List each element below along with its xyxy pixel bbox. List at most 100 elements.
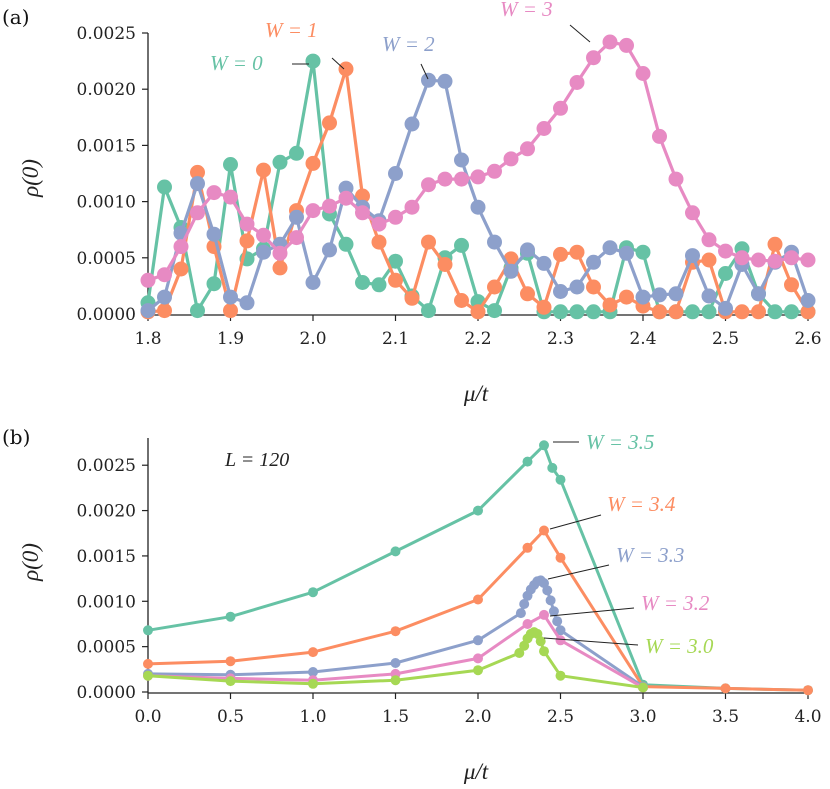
data-point-w-2 [454, 152, 469, 168]
data-point-w-3-4 [390, 626, 401, 637]
panel-b-label: (b) [2, 425, 30, 449]
data-point-w-1 [800, 304, 816, 320]
data-point-w-3-3 [555, 625, 566, 636]
data-point-w-1 [487, 279, 502, 295]
data-point-w-0 [190, 303, 205, 319]
panel-a: (a) 1.8 1.9 2.0 2.1 2.2 2.3 2.4 2.5 2.6 0.0000 0.0… [2, 0, 822, 406]
a-y-tick-label: 0.0020 [77, 80, 136, 100]
data-point-w-2 [404, 116, 420, 132]
data-point-w-3-3 [552, 616, 563, 627]
data-point-w-2 [140, 303, 156, 319]
data-point-w-3 [569, 75, 585, 90]
data-point-w-1 [602, 297, 618, 313]
data-point-w-3-0 [143, 670, 153, 681]
data-point-w-2 [388, 166, 403, 181]
data-point-w-3 [751, 252, 766, 268]
b-x-tick-label: 3.5 [712, 707, 739, 727]
a-x-tick-label: 2.0 [299, 329, 326, 349]
panel-a-series-labels: W = 0 W = 1 W = 2 W = 3 [210, 0, 591, 80]
data-point-w-2 [586, 254, 601, 270]
data-point-w-3 [140, 272, 156, 288]
a-x-tick-label: 2.2 [464, 329, 491, 349]
data-point-w-2 [470, 199, 486, 215]
data-point-w-3-3 [390, 658, 401, 668]
data-point-w-3-3 [545, 595, 556, 606]
data-point-w-3-4 [225, 656, 236, 667]
data-point-w-3-0 [225, 676, 236, 687]
label-w3-3: W = 3.3 [616, 543, 684, 567]
b-x-tick-label: 0.5 [217, 707, 244, 727]
data-point-w-0 [388, 253, 403, 269]
a-x-tick-label: 1.8 [134, 329, 161, 349]
data-point-w-1 [569, 244, 585, 260]
data-point-w-2 [751, 286, 766, 302]
data-point-w-3 [239, 216, 255, 232]
b-x-tick-label: 3.0 [629, 707, 656, 727]
a-x-tick-label: 2.6 [794, 329, 821, 349]
a-x-tick-label: 2.4 [629, 329, 656, 349]
data-point-w-0 [635, 244, 651, 260]
label-w2: W = 2 [382, 32, 435, 56]
data-point-w-2 [635, 289, 651, 305]
data-point-w-0 [718, 266, 733, 281]
data-point-w-3-3 [515, 608, 526, 619]
label-w3-0: W = 3.0 [645, 634, 714, 658]
data-point-w-3-3 [542, 585, 553, 596]
panel-b-series-labels: W = 3.5 W = 3.4 W = 3.3 W = 3.2 W = 3.0 [543, 430, 714, 658]
data-point-w-3-4 [308, 647, 318, 658]
b-x-tick-label: 2.5 [547, 707, 574, 727]
data-point-w-1 [734, 304, 750, 320]
leader-w3-0 [543, 637, 639, 646]
data-point-w-3-4 [522, 542, 533, 553]
leader-w2 [420, 63, 429, 80]
data-point-w-2 [223, 289, 238, 305]
data-point-w-1 [322, 115, 337, 131]
data-point-w-3-4 [143, 658, 153, 669]
data-point-w-1 [470, 304, 486, 320]
data-point-w-1 [652, 304, 667, 320]
data-point-w-2 [289, 209, 304, 225]
data-point-w-3-0 [535, 636, 546, 647]
data-point-w-3 [190, 205, 205, 221]
data-point-w-3 [388, 209, 403, 225]
data-point-w-0 [685, 304, 700, 320]
a-x-tick-label: 2.3 [547, 329, 574, 349]
data-point-w-2 [685, 248, 700, 264]
data-point-w-3 [355, 205, 370, 221]
data-point-w-0 [272, 154, 288, 170]
data-point-w-0 [206, 276, 222, 292]
data-point-w-0 [289, 145, 304, 161]
panel-a-series [140, 34, 816, 320]
data-point-w-3-4 [720, 683, 731, 694]
leader-w1 [331, 57, 345, 70]
data-point-w-3 [784, 250, 799, 266]
data-point-w-1 [305, 155, 321, 171]
b-x-tick-label: 1.5 [382, 707, 409, 727]
data-point-w-1 [239, 233, 255, 249]
data-point-w-3 [586, 50, 601, 66]
panel-a-ylabel: ρ(0) [18, 159, 43, 198]
data-point-w-3 [322, 198, 337, 214]
data-point-w-3 [305, 203, 321, 219]
data-point-w-0 [223, 157, 238, 172]
data-point-w-0 [421, 303, 436, 319]
data-point-w-0 [701, 304, 717, 320]
data-point-w-2 [437, 73, 453, 89]
data-point-w-3 [520, 141, 535, 157]
data-point-w-3 [536, 121, 552, 136]
data-point-w-2 [800, 293, 816, 308]
data-point-w-3-5 [143, 625, 153, 636]
data-point-w-3 [454, 171, 469, 187]
data-point-w-3 [404, 199, 420, 215]
data-point-w-3 [256, 227, 271, 243]
data-point-w-0 [371, 277, 387, 293]
data-point-w-3 [701, 232, 717, 248]
data-point-w-2 [421, 72, 436, 88]
data-point-w-3-0 [638, 682, 648, 693]
data-point-w-3-3 [519, 599, 530, 609]
data-point-w-3 [718, 243, 733, 259]
data-point-w-1 [553, 246, 568, 262]
label-w3-5: W = 3.5 [586, 430, 654, 454]
b-x-tick-label: 4.0 [794, 707, 821, 727]
